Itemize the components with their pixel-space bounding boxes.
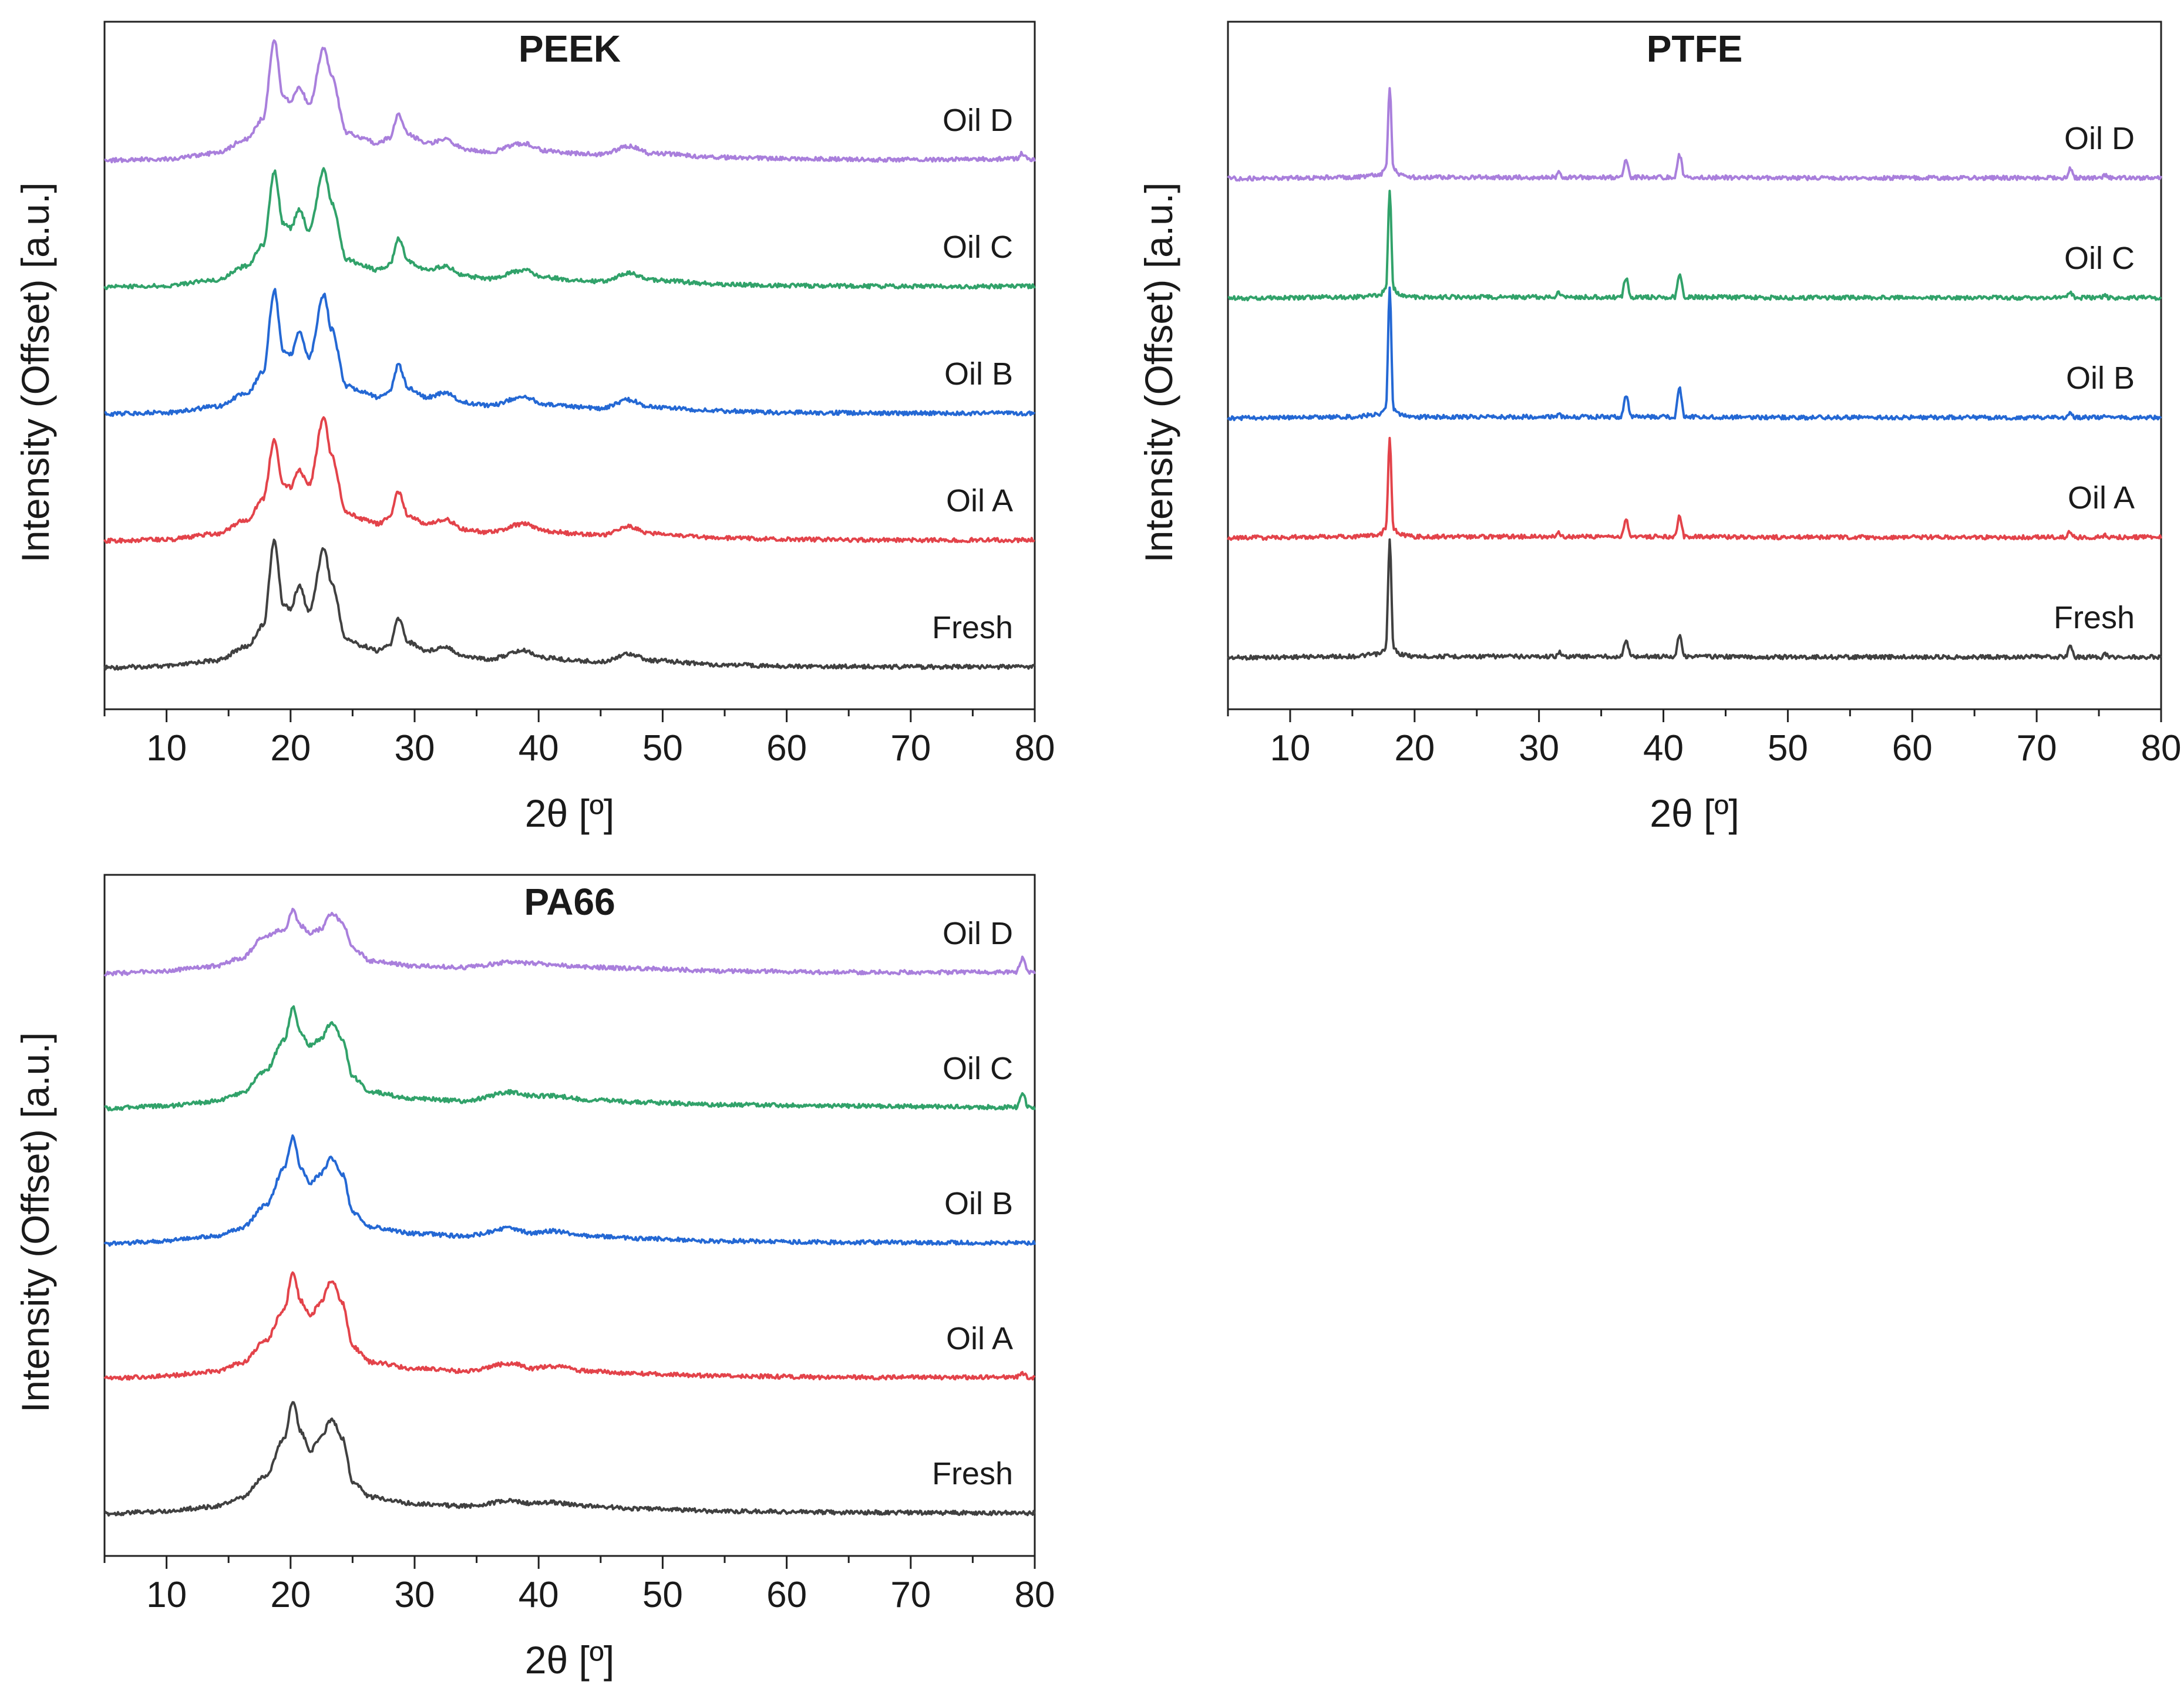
panel-peek: 10 20 30 40 50 60 70 80 2θ [º] Intensity (Offset)…	[14, 21, 1055, 835]
panel-pa66: 10 20 30 40 50 60 70 80 2θ [º] Intensity (Offset)…	[14, 874, 1055, 1682]
x-tick-label: 30	[395, 728, 435, 769]
x-tick-label: 50	[642, 1575, 683, 1615]
series-line-oil-a	[103, 416, 1035, 544]
x-tick-label: 20	[270, 728, 311, 769]
x-axis-label: 2θ [º]	[1650, 791, 1739, 835]
x-tick-label: 20	[1394, 728, 1435, 769]
series-label: Oil C	[943, 1051, 1013, 1086]
y-axis-label: Intensity (Offset) [a.u.]	[1137, 182, 1180, 562]
x-axis-label: 2θ [º]	[525, 1638, 615, 1682]
series-line-oil-d	[103, 908, 1036, 977]
panel-title: PA66	[524, 881, 615, 923]
series-line-oil-c	[104, 1005, 1036, 1111]
x-tick-label: 40	[1643, 728, 1684, 769]
series-label: Oil B	[944, 1186, 1013, 1221]
series-line-oil-b	[104, 288, 1036, 417]
x-tick-label: 80	[2141, 728, 2182, 769]
series-label: Fresh	[932, 610, 1013, 645]
series-line-fresh	[104, 1401, 1036, 1517]
x-tick-label: 30	[395, 1575, 435, 1615]
y-axis-label: Intensity (Offset) [a.u.]	[14, 1032, 57, 1413]
x-tick-label: 60	[766, 728, 807, 769]
x-tick-label: 40	[519, 1575, 559, 1615]
x-tick-label: 30	[1519, 728, 1559, 769]
x-tick-label: 80	[1015, 728, 1055, 769]
panel-ptfe: 10 20 30 40 50 60 70 80 2θ [º] Intensity (Offset)…	[1137, 21, 2182, 835]
series-label: Oil C	[943, 230, 1013, 265]
x-tick-label: 40	[519, 728, 559, 769]
x-tick-label: 70	[890, 1575, 931, 1615]
x-tick-label: 50	[642, 728, 683, 769]
series-line-fresh	[1227, 538, 2162, 661]
x-tick-label: 50	[1768, 728, 1808, 769]
series-label: Oil C	[2064, 241, 2135, 276]
series-line-oil-a	[1227, 437, 2162, 541]
series-line-oil-d	[104, 39, 1036, 164]
series-line-oil-b	[103, 1134, 1036, 1247]
x-tick-label: 80	[1015, 1575, 1055, 1615]
x-axis-label: 2θ [º]	[525, 791, 615, 835]
series-label: Oil D	[943, 103, 1013, 138]
series-label: Oil A	[2068, 480, 2135, 516]
plot-frame	[103, 21, 1036, 710]
series-line-oil-c	[1227, 190, 2162, 302]
y-axis-label: Intensity (Offset) [a.u.]	[14, 182, 57, 562]
series-label: Oil A	[946, 483, 1013, 518]
series-label: Oil D	[2064, 121, 2135, 156]
x-tick-label: 20	[270, 1575, 311, 1615]
series-label: Oil D	[943, 916, 1013, 951]
series-label: Oil A	[946, 1321, 1013, 1356]
series-line-oil-d	[1227, 87, 2162, 182]
series-label: Fresh	[932, 1456, 1013, 1491]
x-tick-label: 10	[146, 1575, 187, 1615]
x-tick-label: 60	[1892, 728, 1933, 769]
panel-title: PEEK	[519, 28, 621, 70]
plot-frame	[1227, 21, 2162, 710]
series-label: Oil B	[2066, 361, 2135, 396]
panel-title: PTFE	[1647, 28, 1743, 70]
series-line-oil-b	[1227, 286, 2162, 422]
x-tick-label: 60	[766, 1575, 807, 1615]
series-label: Oil B	[944, 356, 1013, 392]
plot-frame	[103, 874, 1036, 1557]
series-line-oil-c	[103, 167, 1036, 291]
series-line-oil-a	[103, 1271, 1036, 1381]
x-tick-label: 70	[890, 728, 931, 769]
x-tick-label: 10	[1270, 728, 1310, 769]
x-tick-label: 10	[146, 728, 187, 769]
x-tick-label: 70	[2017, 728, 2057, 769]
series-label: Fresh	[2054, 600, 2135, 635]
series-line-fresh	[103, 538, 1036, 671]
